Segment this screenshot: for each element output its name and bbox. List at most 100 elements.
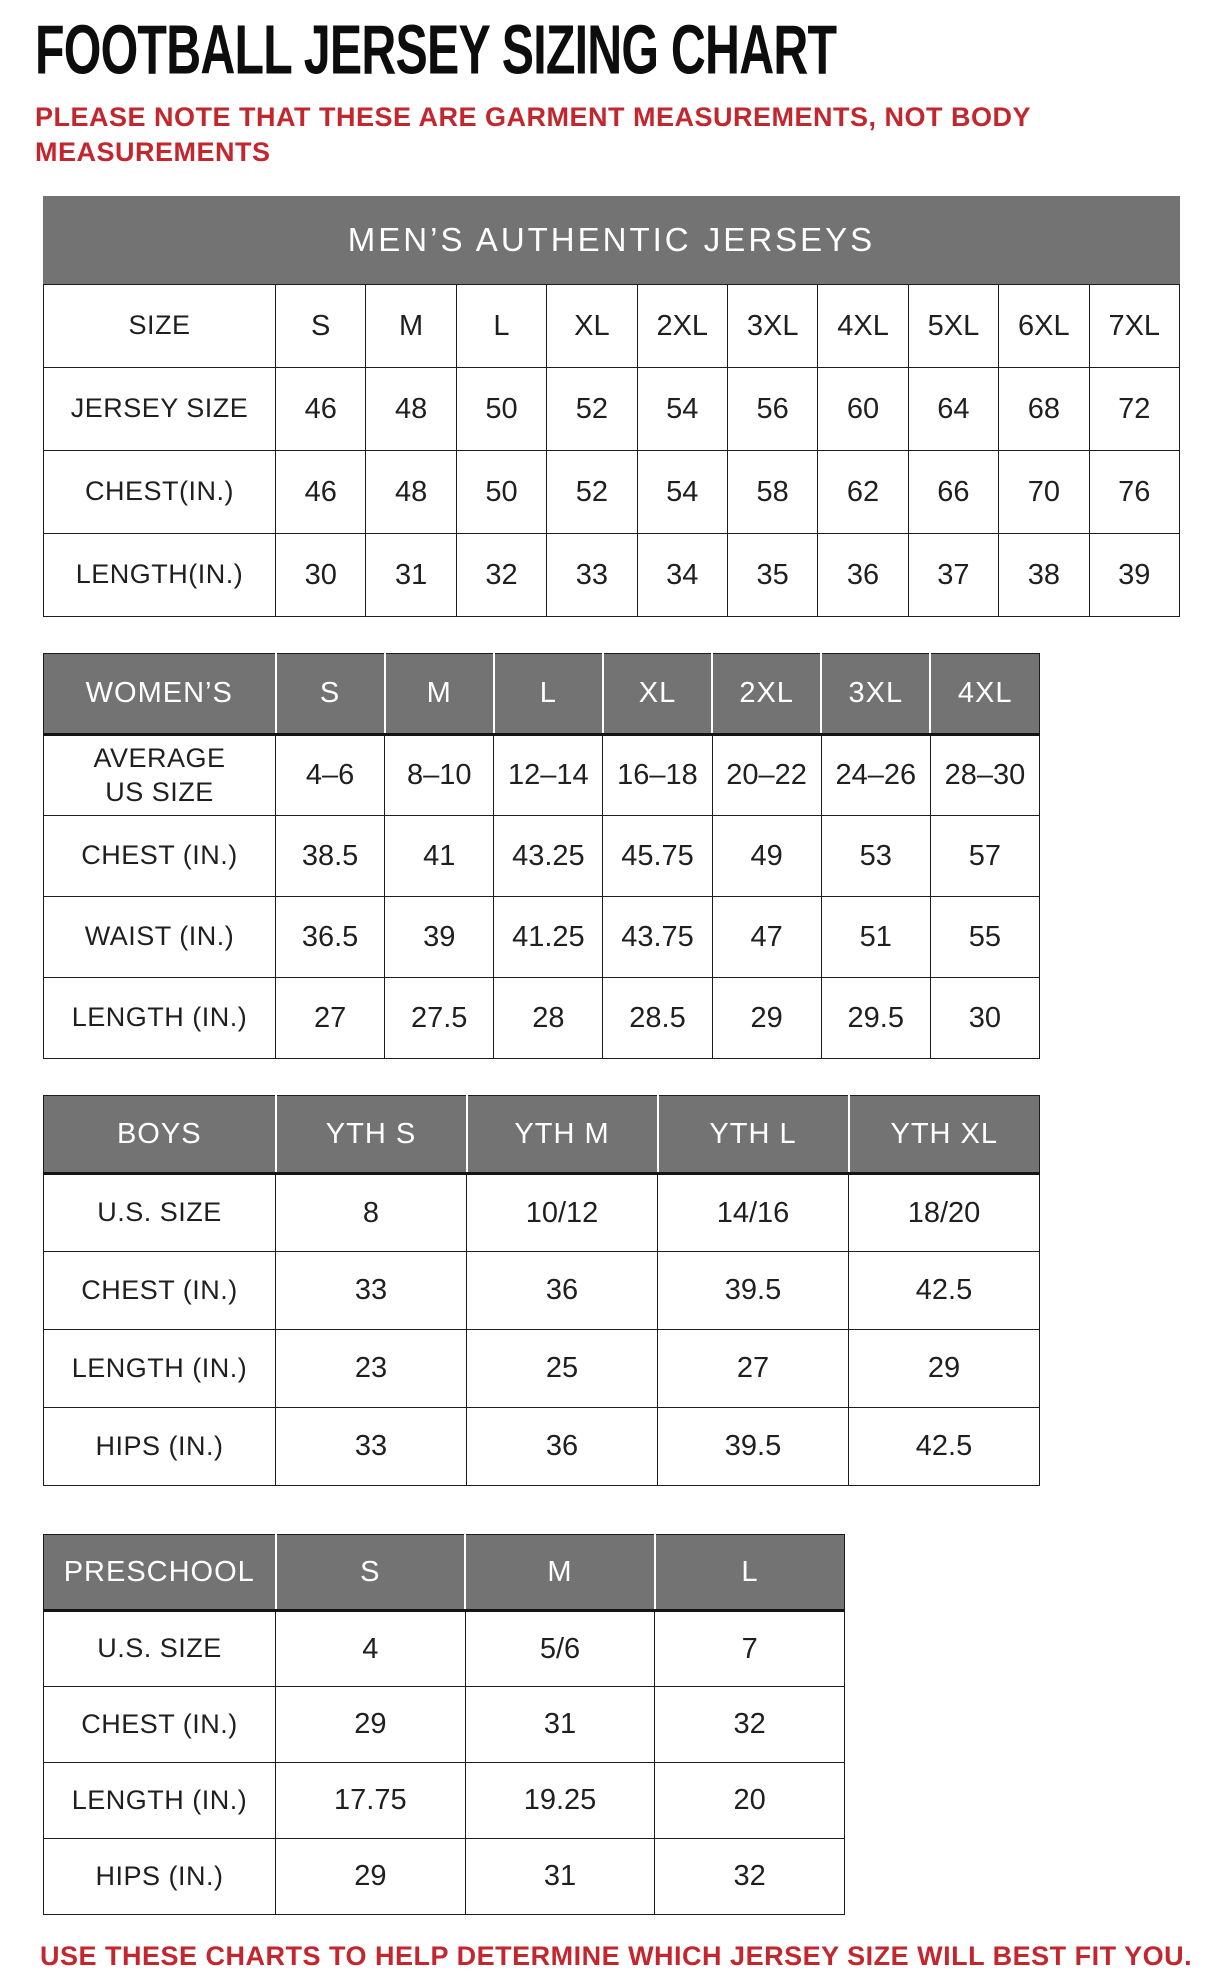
value-cell: 50 xyxy=(455,450,548,535)
header-label-cell: PRESCHOOL xyxy=(43,1534,276,1613)
value-cell: 20 xyxy=(654,1762,845,1840)
page-title: FOOTBALL JERSEY SIZING CHART xyxy=(35,11,837,90)
column-header-cell: L xyxy=(653,1534,845,1613)
header-label-cell: WOMEN’S xyxy=(43,653,276,737)
value-cell: 56 xyxy=(726,367,819,452)
table-row: HIPS (IN.) 33 36 39.5 42.5 xyxy=(43,1407,1040,1487)
value-cell: 32 xyxy=(654,1838,845,1916)
value-cell: 14/16 xyxy=(657,1173,849,1253)
value-cell: 31 xyxy=(464,1838,656,1916)
row-label-cell: CHEST (IN.) xyxy=(43,1686,276,1764)
value-cell: 20–22 xyxy=(711,734,822,817)
mens-section: MEN’S AUTHENTIC JERSEYS SIZE S M L XL 2X… xyxy=(43,196,1220,1916)
value-cell: 4–6 xyxy=(274,734,386,817)
value-cell: 18/20 xyxy=(848,1173,1040,1253)
value-cell: 38 xyxy=(998,533,1090,618)
column-header-cell: S xyxy=(274,653,386,737)
value-cell: M xyxy=(365,284,457,369)
value-cell: 16–18 xyxy=(602,734,713,817)
value-cell: 50 xyxy=(455,367,548,452)
row-label-cell: SIZE xyxy=(43,284,276,369)
column-header-cell: 3XL xyxy=(820,653,931,737)
table-row: LENGTH(IN.) 30 31 32 33 34 35 36 37 38 3… xyxy=(43,533,1181,618)
table-row: CHEST (IN.) 33 36 39.5 42.5 xyxy=(43,1251,1040,1331)
value-cell: 7XL xyxy=(1088,284,1181,369)
value-cell: 27 xyxy=(274,977,386,1060)
row-label-cell: U.S. SIZE xyxy=(43,1173,276,1253)
column-header-cell: M xyxy=(383,653,495,737)
preschool-table: PRESCHOOL S M L U.S. SIZE 4 5/6 7 CHEST … xyxy=(43,1534,845,1916)
row-label-cell: WAIST (IN.) xyxy=(43,896,276,979)
column-header-cell: YTH S xyxy=(274,1095,467,1176)
womens-table: WOMEN’S S M L XL 2XL 3XL 4XL AVERAGE US … xyxy=(43,653,1041,1060)
table-row: CHEST (IN.) 38.5 41 43.25 45.75 49 53 57 xyxy=(43,815,1041,898)
table-row: U.S. SIZE 4 5/6 7 xyxy=(43,1610,845,1688)
row-label-cell: CHEST (IN.) xyxy=(43,1251,276,1331)
value-cell: 48 xyxy=(365,367,457,452)
womens-header-row: WOMEN’S S M L XL 2XL 3XL 4XL xyxy=(43,653,1041,737)
value-cell: 23 xyxy=(275,1329,467,1409)
value-cell: 52 xyxy=(546,450,638,535)
value-cell: 30 xyxy=(929,977,1041,1060)
value-cell: 3XL xyxy=(726,284,819,369)
mens-table: SIZE S M L XL 2XL 3XL 4XL 5XL 6XL 7XL JE… xyxy=(43,284,1181,618)
value-cell: L xyxy=(455,284,548,369)
value-cell: 58 xyxy=(726,450,819,535)
boys-header-row: BOYS YTH S YTH M YTH L YTH XL xyxy=(43,1095,1040,1176)
value-cell: 17.75 xyxy=(275,1762,466,1840)
value-cell: 33 xyxy=(275,1407,467,1487)
value-cell: 39 xyxy=(1088,533,1181,618)
table-row: CHEST(IN.) 46 48 50 52 54 58 62 66 70 76 xyxy=(43,450,1181,535)
value-cell: 42.5 xyxy=(848,1251,1040,1331)
value-cell: 28.5 xyxy=(602,977,713,1060)
value-cell: 29.5 xyxy=(820,977,931,1060)
column-header-cell: YTH XL xyxy=(847,1095,1040,1176)
value-cell: 39 xyxy=(384,896,495,979)
table-row: LENGTH (IN.) 23 25 27 29 xyxy=(43,1329,1040,1409)
row-label-cell: HIPS (IN.) xyxy=(43,1838,276,1916)
value-cell: 54 xyxy=(636,367,728,452)
row-label-cell: AVERAGE US SIZE xyxy=(43,734,276,817)
column-header-cell: S xyxy=(274,1534,466,1613)
value-cell: 52 xyxy=(546,367,638,452)
value-cell: 60 xyxy=(817,367,909,452)
value-cell: 30 xyxy=(274,533,367,618)
value-cell: 39.5 xyxy=(657,1251,849,1331)
row-label-cell: LENGTH(IN.) xyxy=(43,533,276,618)
value-cell: 49 xyxy=(711,815,822,898)
value-cell: 54 xyxy=(636,450,728,535)
value-cell: 28 xyxy=(493,977,604,1060)
value-cell: 19.25 xyxy=(464,1762,656,1840)
value-cell: 36 xyxy=(466,1251,658,1331)
column-header-cell: L xyxy=(492,653,604,737)
table-row: CHEST (IN.) 29 31 32 xyxy=(43,1686,845,1764)
value-cell: 46 xyxy=(274,367,367,452)
value-cell: 46 xyxy=(274,450,367,535)
value-cell: 41.25 xyxy=(493,896,604,979)
column-header-cell: 2XL xyxy=(711,653,822,737)
value-cell: 27 xyxy=(657,1329,849,1409)
row-label-cell: HIPS (IN.) xyxy=(43,1407,276,1487)
value-cell: 76 xyxy=(1088,450,1181,535)
row-label-cell: CHEST(IN.) xyxy=(43,450,276,535)
row-label-cell: LENGTH (IN.) xyxy=(43,977,276,1060)
value-cell: 70 xyxy=(998,450,1090,535)
value-cell: XL xyxy=(546,284,638,369)
column-header-cell: YTH L xyxy=(656,1095,849,1176)
value-cell: 25 xyxy=(466,1329,658,1409)
value-cell: 8 xyxy=(275,1173,467,1253)
table-row: JERSEY SIZE 46 48 50 52 54 56 60 64 68 7… xyxy=(43,367,1181,452)
value-cell: 31 xyxy=(365,533,457,618)
value-cell: 29 xyxy=(275,1686,466,1764)
value-cell: 31 xyxy=(464,1686,656,1764)
mens-table-caption: MEN’S AUTHENTIC JERSEYS xyxy=(43,196,1180,285)
value-cell: 36 xyxy=(817,533,909,618)
table-row: AVERAGE US SIZE 4–6 8–10 12–14 16–18 20–… xyxy=(43,734,1041,817)
value-cell: 29 xyxy=(711,977,822,1060)
garment-measurements-note: PLEASE NOTE THAT THESE ARE GARMENT MEASU… xyxy=(35,102,1031,168)
boys-table: BOYS YTH S YTH M YTH L YTH XL U.S. SIZE … xyxy=(43,1095,1040,1487)
value-cell: 62 xyxy=(817,450,909,535)
value-cell: 42.5 xyxy=(848,1407,1040,1487)
value-cell: 55 xyxy=(929,896,1041,979)
